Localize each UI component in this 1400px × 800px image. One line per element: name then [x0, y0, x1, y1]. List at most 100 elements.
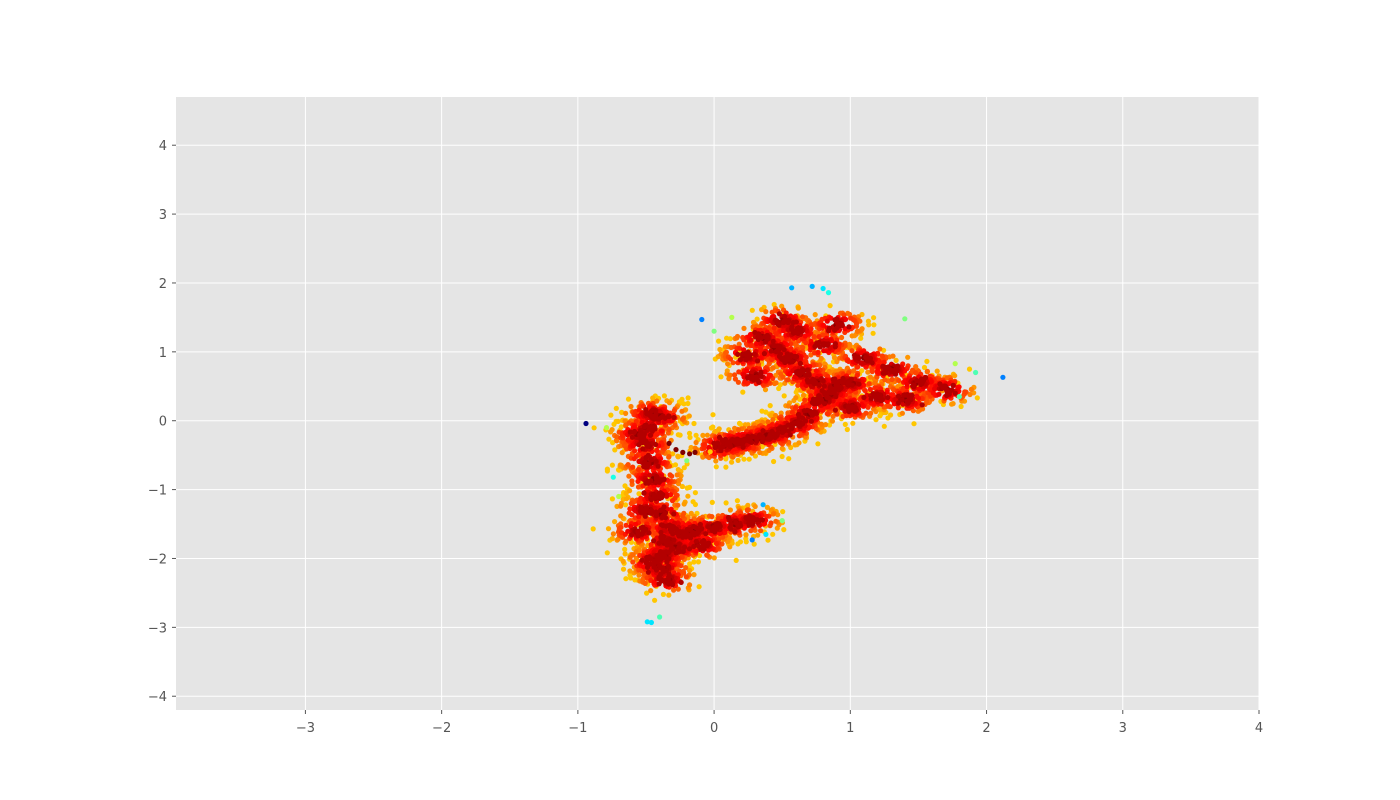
data-point	[816, 393, 822, 399]
data-point	[831, 355, 838, 361]
data-point	[789, 359, 795, 365]
data-point	[838, 385, 844, 391]
data-point	[785, 356, 791, 362]
data-point	[642, 580, 648, 587]
data-point	[736, 427, 742, 433]
data-point	[762, 387, 769, 393]
data-point	[591, 425, 597, 431]
data-point	[1000, 374, 1006, 380]
data-point	[820, 322, 827, 328]
data-point	[880, 370, 887, 376]
data-point	[789, 285, 795, 291]
data-point	[727, 356, 734, 362]
data-point	[793, 421, 799, 427]
data-point	[610, 440, 616, 446]
data-point	[754, 341, 760, 347]
data-point	[666, 427, 672, 433]
data-point	[776, 385, 782, 392]
data-point	[763, 513, 770, 519]
data-point	[826, 389, 832, 395]
data-point	[771, 380, 778, 387]
data-point	[629, 512, 635, 518]
data-point	[741, 347, 747, 353]
data-point	[767, 434, 773, 440]
data-point	[958, 403, 964, 410]
data-point	[874, 391, 880, 397]
data-point	[723, 464, 729, 470]
data-point	[752, 329, 758, 336]
data-point	[730, 454, 736, 460]
data-point	[712, 444, 718, 451]
data-point	[764, 504, 771, 510]
data-point	[644, 590, 650, 596]
data-point	[839, 334, 845, 341]
data-point	[831, 386, 837, 392]
data-point	[842, 421, 848, 427]
data-point	[896, 377, 902, 384]
data-point	[848, 315, 854, 321]
data-point	[763, 309, 769, 315]
data-point	[723, 349, 730, 355]
data-point	[625, 528, 631, 534]
data-point	[867, 374, 874, 380]
data-point	[934, 368, 940, 374]
data-point	[622, 551, 628, 557]
data-point	[905, 354, 911, 360]
data-point	[803, 340, 809, 346]
data-point	[687, 434, 693, 440]
data-point	[785, 428, 792, 434]
data-point	[609, 462, 616, 468]
data-point	[707, 449, 713, 455]
data-point	[630, 464, 636, 470]
data-point	[862, 388, 868, 394]
data-point	[685, 493, 691, 499]
data-point	[827, 303, 833, 309]
data-point	[719, 445, 725, 451]
data-point	[937, 381, 943, 387]
data-point	[677, 432, 683, 438]
data-point	[868, 410, 874, 416]
data-point	[822, 401, 828, 407]
data-point	[793, 395, 799, 401]
data-point	[873, 417, 879, 423]
data-point	[834, 411, 840, 417]
data-point	[686, 484, 693, 490]
data-point	[850, 420, 856, 426]
data-point	[666, 400, 673, 406]
data-point	[790, 319, 796, 326]
data-point	[620, 558, 626, 565]
data-point	[810, 379, 816, 385]
data-point	[675, 467, 681, 473]
data-point	[636, 514, 642, 520]
data-point	[973, 369, 979, 376]
data-point	[870, 330, 876, 336]
data-point	[879, 397, 885, 403]
data-point	[781, 393, 787, 399]
data-point	[618, 513, 624, 519]
data-point	[754, 438, 760, 444]
data-point	[681, 401, 687, 407]
data-point	[691, 572, 697, 578]
data-point	[889, 376, 895, 383]
data-point	[628, 500, 634, 507]
data-point	[789, 325, 795, 331]
data-point	[778, 425, 784, 431]
data-point	[904, 398, 910, 404]
data-point	[623, 496, 630, 502]
data-point	[732, 376, 739, 382]
data-point	[622, 546, 628, 553]
data-point	[781, 320, 787, 326]
data-point	[623, 538, 629, 544]
data-point	[923, 374, 929, 381]
data-point	[776, 311, 783, 317]
data-point	[675, 502, 681, 508]
data-point	[866, 381, 872, 387]
data-point	[854, 328, 861, 334]
data-point	[930, 390, 936, 396]
data-point	[883, 364, 890, 371]
data-point	[899, 410, 906, 416]
data-point	[752, 434, 758, 440]
data-point	[849, 333, 855, 339]
data-point	[711, 440, 717, 446]
data-point	[772, 412, 779, 419]
